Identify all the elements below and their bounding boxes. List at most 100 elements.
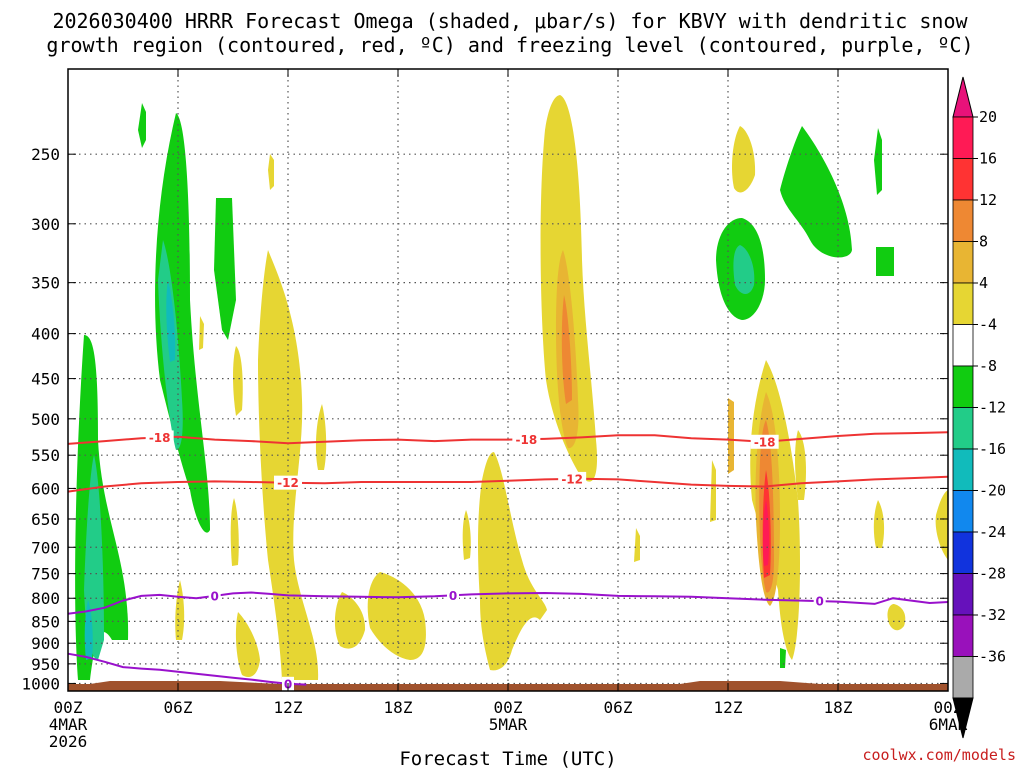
contour-label-bg: [512, 432, 541, 447]
omega-area-yellow: [634, 528, 640, 562]
colorbar-label: 12: [979, 191, 997, 209]
colorbar-label: -4: [979, 316, 997, 334]
omega-colorbar: 20 16 12 8 4 -4 -8 -12 -16 -20 -24 -28 -32 -36: [952, 76, 1006, 739]
y-tick-label: 250: [31, 145, 60, 164]
colorbar-swatch: [952, 324, 974, 367]
x-tick-label: 18Z: [824, 698, 853, 717]
colorbar-label: -12: [979, 399, 1006, 417]
x-tick-date: 6MAR: [929, 715, 968, 734]
credit-text: coolwx.com/models: [862, 746, 1016, 764]
omega-area-yellow: [710, 460, 716, 522]
colorbar-label: -36: [979, 648, 1006, 666]
colorbar-label: 20: [979, 108, 997, 126]
omega-area-green: [138, 103, 146, 148]
omega-area-yellow: [334, 592, 366, 649]
terrain-bump: [680, 681, 820, 684]
y-tick-label: 300: [31, 215, 60, 234]
contour-line: [67, 475, 949, 493]
x-tick-label: 06Z: [604, 698, 633, 717]
contour-line: [67, 431, 949, 445]
y-tick-label: 550: [31, 446, 60, 465]
y-tick-label: 750: [31, 565, 60, 584]
omega-area-yellow: [230, 498, 239, 566]
x-tick-label: 00Z: [494, 698, 523, 717]
omega-area-orange: [561, 295, 572, 404]
colorbar-label: -28: [979, 565, 1006, 583]
colorbar-label: -32: [979, 606, 1006, 624]
y-tick-label: 350: [31, 274, 60, 293]
omega-area-yellow: [367, 572, 426, 660]
omega-area-yellow: [199, 316, 204, 350]
y-tick-label: 500: [31, 410, 60, 429]
y-tick-label: 850: [31, 612, 60, 631]
y-axis-ticks: 250 300 350 400 450 500 550 600 650 700 750 800 850 9…: [21, 145, 948, 693]
colorbar-bottom-arrow: [952, 697, 974, 739]
contour-label: -18: [754, 435, 776, 449]
x-tick-label: 18Z: [384, 698, 413, 717]
omega-area-yellow: [935, 490, 948, 560]
contour-label: -18: [515, 433, 537, 447]
colorbar-swatch: [952, 656, 974, 699]
x-tick-label: 12Z: [714, 698, 743, 717]
colorbar-label: -24: [979, 523, 1006, 541]
contour-label: 0: [210, 589, 218, 603]
y-tick-label: 1000: [21, 674, 60, 693]
chart-title-line-2: growth region (contoured, red, ºC) and f…: [46, 33, 973, 57]
y-tick-label: 450: [31, 370, 60, 389]
colorbar-swatch: [952, 116, 974, 159]
contour-line: [67, 652, 307, 686]
contour-label-bg: [447, 588, 459, 603]
omega-area-yellow: [268, 154, 274, 190]
colorbar-label: 4: [979, 274, 988, 292]
omega-area-green: [874, 128, 882, 195]
colorbar-top-arrow: [952, 76, 974, 118]
colorbar-swatch: [952, 282, 974, 325]
x-tick-label: 12Z: [274, 698, 303, 717]
colorbar-swatch: [952, 448, 974, 491]
colorbar-swatch: [952, 614, 974, 657]
contour-label-bg: [274, 475, 302, 490]
omega-area-green: [876, 247, 894, 276]
colorbar-swatch: [952, 531, 974, 574]
contour-label: -12: [277, 476, 299, 490]
colorbar-swatch: [952, 158, 974, 201]
x-tick-date: 4MAR: [49, 715, 88, 734]
omega-area-green: [780, 648, 786, 668]
colorbar-label: -16: [979, 440, 1006, 458]
y-tick-label: 950: [31, 655, 60, 674]
x-tick-year: 2026: [49, 732, 88, 751]
omega-area-yellow: [235, 612, 260, 678]
contour-label-bg: [558, 471, 587, 486]
contour-label: 0: [815, 595, 823, 609]
colorbar-swatch: [952, 490, 974, 533]
omega-area-yellow: [873, 500, 885, 548]
terrain-bump: [90, 681, 280, 684]
contour-label-bg: [145, 430, 174, 445]
colorbar-label: 16: [979, 150, 997, 168]
omega-area-green: [155, 113, 210, 533]
y-tick-label: 900: [31, 634, 60, 653]
omega-area-cyan: [84, 600, 93, 660]
omega-area-green: [214, 198, 236, 340]
omega-area-yellow: [887, 604, 906, 631]
y-tick-label: 650: [31, 510, 60, 529]
chart-title-line-1: 2026030400 HRRR Forecast Omega (shaded, …: [52, 9, 968, 33]
y-tick-label: 400: [31, 325, 60, 344]
colorbar-swatch: [952, 365, 974, 408]
y-tick-label: 700: [31, 538, 60, 557]
y-tick-label: 800: [31, 589, 60, 608]
colorbar-swatch: [952, 573, 974, 616]
contour-label: -12: [561, 472, 583, 486]
omega-area-cyan: [166, 280, 176, 362]
contour-label: 0: [449, 589, 457, 603]
x-axis-label: Forecast Time (UTC): [399, 748, 616, 768]
contour-label-bg: [813, 594, 826, 609]
contour-label: -18: [149, 431, 171, 445]
colorbar-label: 8: [979, 233, 988, 251]
omega-area-yellow: [478, 452, 547, 671]
colorbar-swatch: [952, 241, 974, 284]
omega-area-magenta: [762, 500, 770, 566]
colorbar-label: -8: [979, 357, 997, 375]
